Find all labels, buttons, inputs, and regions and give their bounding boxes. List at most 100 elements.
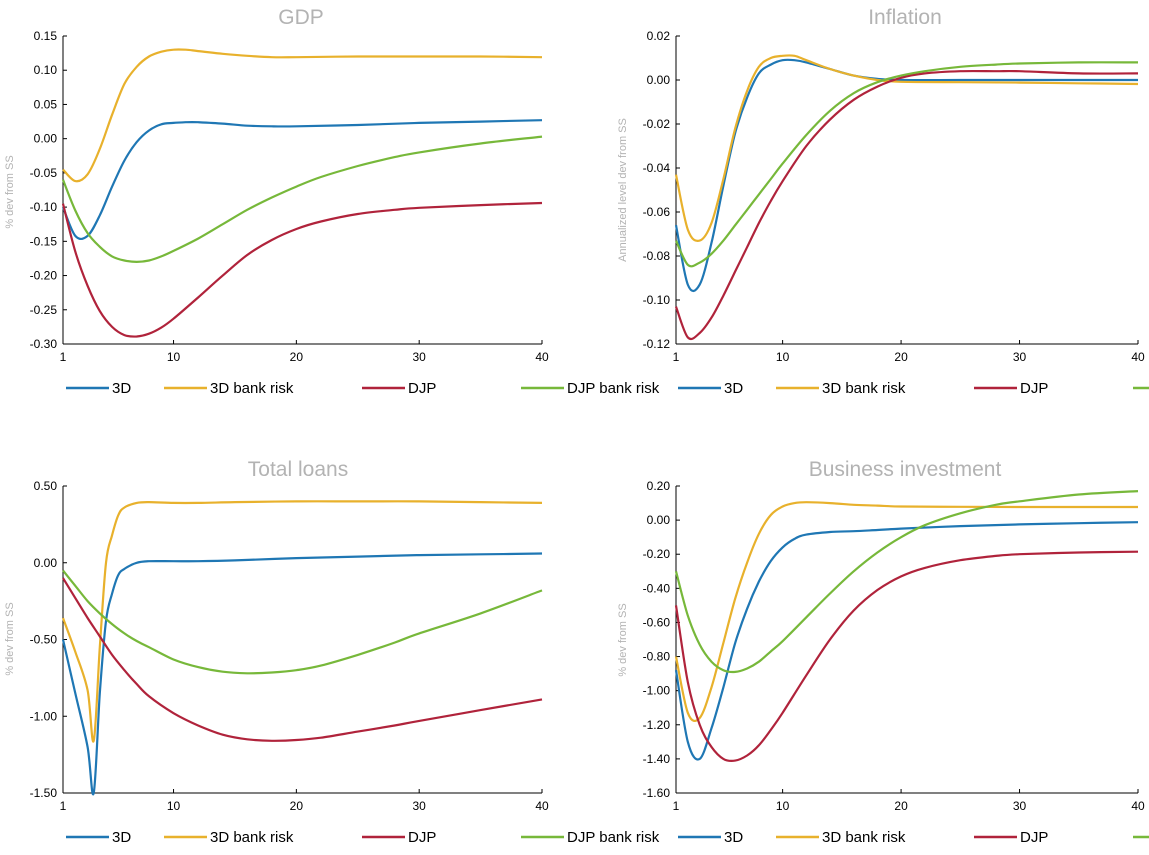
legend-item-3d-bank-risk: 3D bank risk (776, 829, 906, 846)
legend-item-3d: 3D (66, 829, 131, 846)
legend: 3D 3D bank risk DJP DJP bank risk (678, 829, 1149, 846)
legend-item-djp-bank-risk: DJP bank risk (1133, 386, 1149, 390)
y-tick-label: 0.10 (34, 63, 58, 77)
series-lines (61, 48, 543, 338)
series-line-djp (674, 550, 1139, 763)
x-tick-label: 30 (412, 350, 426, 364)
x-tick-label: 30 (412, 799, 426, 813)
legend-label: 3D (112, 380, 131, 397)
y-tick-label: -1.00 (30, 709, 58, 723)
series-line-djp-bank-risk (675, 61, 1139, 268)
legend-label: 3D (724, 829, 743, 846)
chart-title: Business investment (809, 458, 1002, 481)
series-line-3d (61, 119, 543, 241)
legend-label: 3D (724, 380, 743, 397)
legend-label: 3D bank risk (210, 829, 294, 846)
y-tick-label: 0.02 (647, 29, 671, 43)
y-tick-label: -0.20 (643, 547, 671, 561)
legend-label: DJP (408, 829, 436, 846)
axes: 0.20 0.00 -0.20 -0.40 -0.60 -0.80 -1.00 -1.20 -1… (643, 479, 1145, 813)
y-tick-label: -0.02 (643, 117, 671, 131)
series-line-djp (61, 201, 543, 338)
y-tick-label: 0.00 (34, 556, 58, 570)
y-tick-label: -1.20 (643, 718, 671, 732)
legend: 3D 3D bank risk DJP DJP bank risk (66, 380, 660, 397)
y-tick-label: 0.50 (34, 479, 58, 493)
y-tick-label: -1.60 (643, 786, 671, 800)
series-line-3d-bank-risk (62, 48, 543, 183)
series-line-3d (61, 552, 543, 796)
x-tick-label: 1 (673, 350, 680, 364)
series-line-3d (674, 521, 1139, 761)
series-line-3d-bank-risk (61, 500, 543, 743)
series-line-djp-bank-risk (61, 135, 543, 263)
y-tick-label: 0.20 (647, 479, 671, 493)
x-tick-label: 1 (60, 350, 67, 364)
y-tick-label: 0.00 (647, 513, 671, 527)
chart-title: Inflation (868, 6, 942, 29)
x-tick-label: 40 (535, 799, 549, 813)
legend-item-djp-bank-risk: DJP bank risk (521, 829, 660, 846)
y-axis-label: % dev from SS (617, 603, 629, 676)
x-tick-label: 20 (290, 799, 304, 813)
y-tick-label: -0.60 (643, 615, 671, 629)
y-tick-label: -0.25 (30, 303, 58, 317)
legend-item-djp: DJP (362, 829, 436, 846)
x-tick-label: 1 (60, 799, 67, 813)
y-tick-label: -0.08 (643, 249, 671, 263)
chart-panel-inflation: Inflation Annualized level dev from SS 0… (617, 6, 1149, 397)
y-tick-label: -0.04 (643, 161, 671, 175)
legend-item-3d: 3D (678, 380, 743, 397)
legend-item-3d-bank-risk: 3D bank risk (776, 380, 906, 397)
y-tick-label: -0.05 (30, 166, 58, 180)
x-tick-label: 10 (167, 350, 181, 364)
x-tick-label: 20 (290, 350, 304, 364)
x-tick-label: 10 (776, 799, 790, 813)
legend-label: DJP (408, 380, 436, 397)
legend-item-djp-bank-risk: DJP bank risk (521, 380, 660, 397)
series-line-djp-bank-risk (674, 490, 1139, 674)
axes: 0.02 0.00 -0.02 -0.04 -0.06 -0.08 -0.10 -0.121 1… (643, 29, 1145, 364)
legend: 3D 3D bank risk DJP DJP bank risk (66, 829, 660, 846)
legend-label: DJP bank risk (567, 829, 660, 846)
axes: 0.15 0.10 0.05 0.00 -0.05 -0.10 -0.15 -0.20 -0.2… (30, 29, 549, 364)
series-lines (674, 54, 1139, 341)
legend-label: 3D bank risk (210, 380, 294, 397)
x-tick-label: 20 (894, 799, 908, 813)
y-tick-label: -0.15 (30, 234, 58, 248)
y-tick-label: 0.05 (34, 97, 58, 111)
y-tick-label: -0.20 (30, 269, 58, 283)
y-tick-label: 0.15 (34, 29, 58, 43)
y-tick-label: -1.00 (643, 684, 671, 698)
x-tick-label: 10 (776, 350, 790, 364)
x-tick-label: 20 (894, 350, 908, 364)
y-tick-label: -0.40 (643, 581, 671, 595)
series-line-3d-bank-risk (674, 501, 1139, 723)
series-line-3d (674, 58, 1138, 293)
y-tick-label: -1.40 (643, 752, 671, 766)
y-tick-label: -0.30 (30, 337, 58, 351)
y-axis-label: Annualized level dev from SS (617, 118, 629, 262)
y-tick-label: -0.10 (643, 293, 671, 307)
legend: 3D 3D bank risk DJP DJP bank risk (678, 380, 1149, 397)
legend-item-djp: DJP (974, 380, 1048, 397)
legend-label: 3D bank risk (822, 829, 906, 846)
legend-label: 3D bank risk (822, 380, 906, 397)
legend-item-3d: 3D (678, 829, 743, 846)
chart-panel-business-investment: Business investment % dev from SS 0.20 0.… (617, 458, 1149, 846)
chart-title: Total loans (248, 458, 348, 481)
x-tick-label: 40 (1131, 350, 1145, 364)
chart-panel-total-loans: Total loans % dev from SS 0.50 0.00 -0.50 -… (4, 458, 660, 846)
x-tick-label: 30 (1013, 799, 1027, 813)
legend-label: DJP (1020, 829, 1048, 846)
y-tick-label: -1.50 (30, 786, 58, 800)
y-tick-label: -0.06 (643, 205, 671, 219)
x-tick-label: 1 (673, 799, 680, 813)
chart-title: GDP (278, 6, 324, 29)
y-axis-label: % dev from SS (4, 602, 16, 675)
legend-item-3d: 3D (66, 380, 131, 397)
series-lines (674, 490, 1139, 763)
legend-item-djp-bank-risk: DJP bank risk (1133, 835, 1149, 839)
y-axis-label: % dev from SS (4, 155, 16, 228)
x-tick-label: 10 (167, 799, 181, 813)
